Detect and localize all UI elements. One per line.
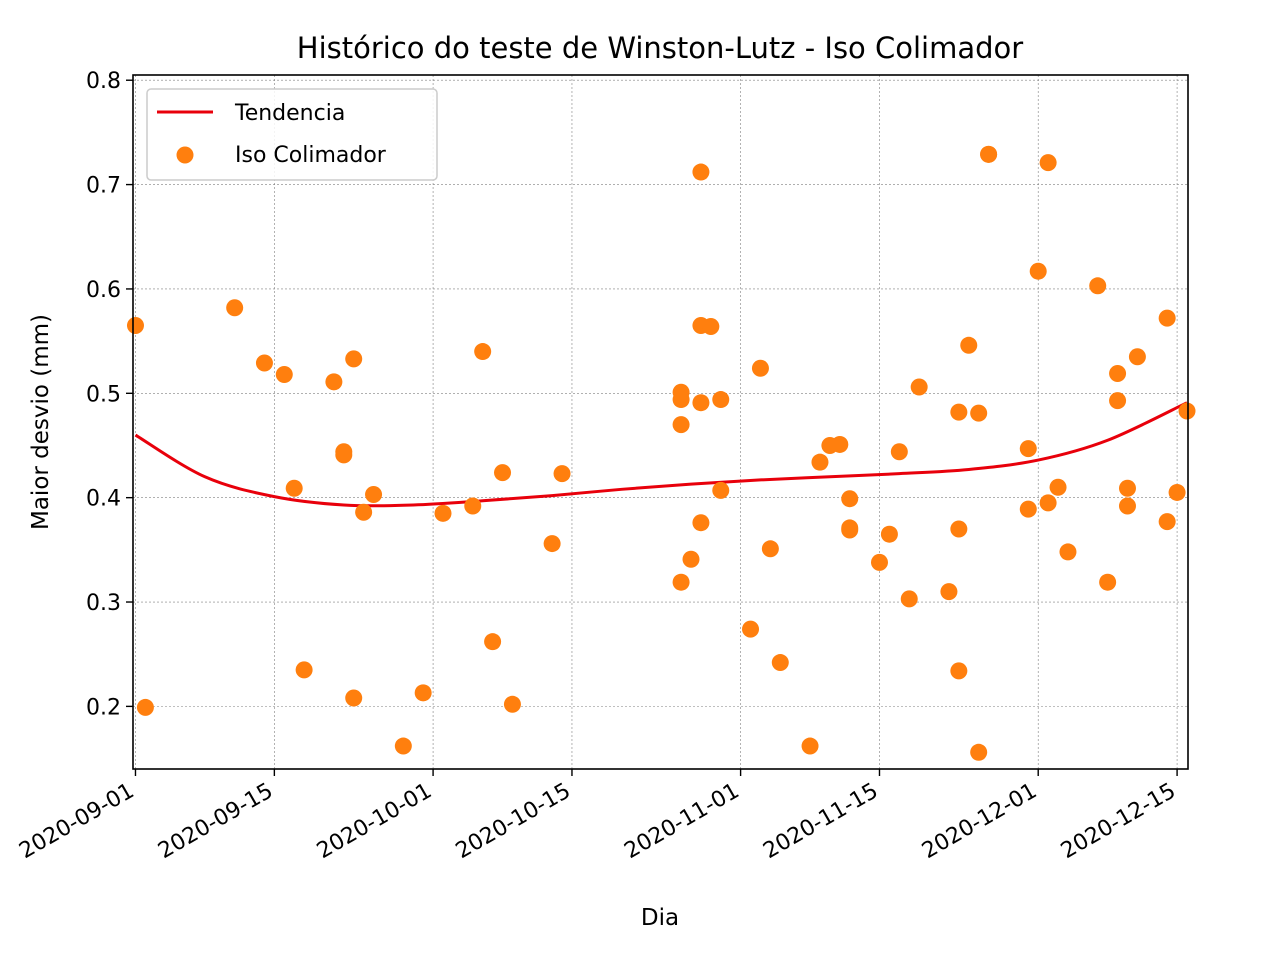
scatter-point bbox=[553, 465, 571, 483]
scatter-point bbox=[880, 525, 898, 543]
scatter-point bbox=[345, 689, 363, 707]
scatter-point bbox=[960, 336, 978, 354]
scatter-point bbox=[742, 620, 760, 638]
scatter-point bbox=[672, 573, 690, 591]
scatter-point bbox=[1039, 154, 1057, 172]
y-tick-label: 0.2 bbox=[86, 695, 121, 720]
scatter-point bbox=[434, 504, 452, 522]
scatter-point bbox=[136, 698, 154, 716]
scatter-point bbox=[1118, 497, 1136, 515]
scatter-point bbox=[910, 378, 928, 396]
y-axis-label: Maior desvio (mm) bbox=[28, 314, 54, 530]
y-tick-label: 0.8 bbox=[86, 69, 121, 94]
scatter-point bbox=[255, 354, 273, 372]
scatter-point bbox=[950, 662, 968, 680]
scatter-point bbox=[325, 373, 343, 391]
scatter-point bbox=[771, 654, 789, 672]
scatter-point bbox=[474, 343, 492, 361]
scatter-point bbox=[1059, 543, 1077, 561]
scatter-point bbox=[950, 520, 968, 538]
scatter-points bbox=[126, 145, 1196, 761]
scatter-point bbox=[1178, 402, 1196, 420]
y-tick-label: 0.6 bbox=[86, 278, 121, 303]
scatter-point bbox=[751, 359, 769, 377]
legend-trend-label: Tendencia bbox=[234, 101, 345, 126]
scatter-point bbox=[1118, 479, 1136, 497]
scatter-point bbox=[1109, 364, 1127, 382]
scatter-point bbox=[870, 553, 888, 571]
scatter-point bbox=[503, 695, 521, 713]
scatter-point bbox=[275, 366, 293, 384]
scatter-point bbox=[940, 583, 958, 601]
scatter-point bbox=[543, 535, 561, 553]
trend-line bbox=[134, 401, 1188, 508]
scatter-point bbox=[394, 737, 412, 755]
scatter-point bbox=[335, 446, 353, 464]
trend-layer bbox=[134, 401, 1188, 508]
scatter-point bbox=[1019, 440, 1037, 458]
scatter-point bbox=[1089, 277, 1107, 295]
scatter-point bbox=[345, 350, 363, 368]
scatter-point bbox=[285, 479, 303, 497]
scatter-point bbox=[1168, 483, 1186, 501]
scatter-point bbox=[1039, 494, 1057, 512]
scatter-point bbox=[841, 519, 859, 537]
scatter-point bbox=[126, 316, 144, 334]
scatter-point bbox=[692, 394, 710, 412]
scatter-point bbox=[365, 486, 383, 504]
scatter-point bbox=[672, 416, 690, 434]
scatter-point bbox=[712, 481, 730, 499]
scatter-point bbox=[1158, 309, 1176, 327]
scatter-point bbox=[702, 318, 720, 336]
scatter-point bbox=[761, 540, 779, 558]
scatter-point bbox=[1019, 500, 1037, 518]
scatter-point bbox=[464, 497, 482, 515]
scatter-point bbox=[1099, 573, 1117, 591]
scatter-point bbox=[1109, 392, 1127, 410]
scatter-point bbox=[811, 453, 829, 471]
scatter-point bbox=[890, 443, 908, 461]
scatter-point bbox=[1128, 348, 1146, 366]
legend-scatter-label: Iso Colimador bbox=[235, 143, 387, 168]
scatter-point bbox=[970, 404, 988, 422]
scatter-point bbox=[801, 737, 819, 755]
scatter-point bbox=[950, 403, 968, 421]
scatter-point bbox=[841, 490, 859, 508]
legend-scatter-swatch bbox=[176, 146, 194, 164]
y-tick-label: 0.7 bbox=[86, 174, 121, 199]
scatter-point bbox=[355, 503, 373, 521]
scatter-point bbox=[831, 435, 849, 453]
chart-title: Histórico do teste de Winston-Lutz - Iso… bbox=[297, 31, 1024, 65]
scatter-point bbox=[970, 743, 988, 761]
scatter-point bbox=[414, 684, 432, 702]
plot-frame bbox=[132, 74, 1189, 770]
scatter-point bbox=[900, 590, 918, 608]
scatter-point bbox=[672, 391, 690, 409]
scatter-point bbox=[980, 145, 998, 163]
legend-box bbox=[146, 88, 438, 181]
y-tick-label: 0.5 bbox=[86, 382, 121, 407]
x-axis-label: Dia bbox=[641, 905, 679, 931]
y-axis: 0.2 0.3 0.4 0.5 0.6 0.7 0.8 bbox=[86, 69, 133, 720]
scatter-point bbox=[226, 299, 244, 317]
y-tick-label: 0.4 bbox=[86, 487, 121, 512]
scatter-point bbox=[295, 661, 313, 679]
scatter-point bbox=[1029, 262, 1047, 280]
scatter-point bbox=[682, 550, 700, 568]
scatter-point bbox=[494, 464, 512, 482]
scatter-point bbox=[1049, 478, 1067, 496]
scatter-point bbox=[712, 391, 730, 409]
scatter-point bbox=[692, 514, 710, 532]
legend: Tendencia Iso Colimador bbox=[146, 88, 438, 181]
scatter-point bbox=[692, 163, 710, 181]
y-tick-label: 0.3 bbox=[86, 591, 121, 616]
scatter-point bbox=[484, 633, 502, 651]
scatter-point bbox=[1158, 513, 1176, 531]
